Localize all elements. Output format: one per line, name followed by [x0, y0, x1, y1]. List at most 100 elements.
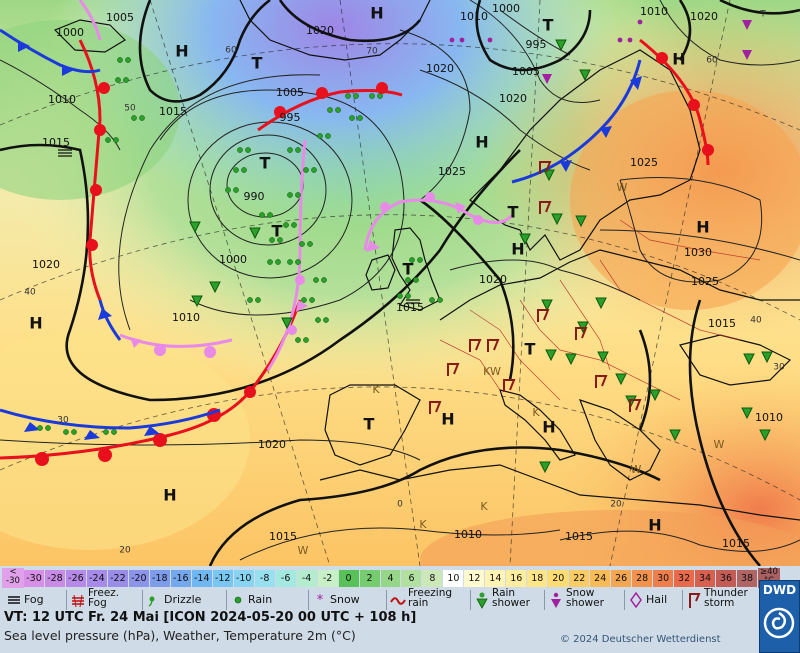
pressure-label: 1000 [219, 253, 247, 266]
scale-cell: 0 [338, 570, 359, 587]
pressure-center: T [508, 203, 519, 222]
occlusion-north [78, 0, 102, 41]
temperature-label: 70 [366, 47, 378, 57]
pressure-label: 1020 [258, 438, 286, 451]
iceland-coast [53, 19, 126, 53]
ireland-coast [365, 254, 396, 291]
scale-cell: 18 [527, 570, 548, 587]
weather-letter: K [372, 383, 380, 396]
weather-symbol-legend: Fog Freez. Fog Drizzle Rain * Snow Freezing ra… [0, 587, 800, 611]
legend-separator [66, 590, 67, 610]
pressure-center: H [370, 4, 383, 23]
pressure-center: H [696, 218, 709, 237]
pressure-label: 1010 [48, 93, 76, 106]
scale-cell: 22 [569, 570, 590, 587]
legend-panel: < -30 -30 -28 -26 -24 -22 -20 -18 -16 -14 -12 -10 -8… [0, 566, 800, 653]
legend-item-label: Fog [24, 593, 44, 606]
temperature-label: T [759, 10, 766, 20]
warm-front-west [78, 39, 102, 301]
cold-fronts [0, 28, 642, 430]
cold-front-scandinavia [511, 59, 642, 184]
pressure-label: 1000 [492, 2, 520, 15]
scale-cell: 26 [611, 570, 632, 587]
pressure-label: 1020 [479, 273, 507, 286]
pressure-label: 1010 [172, 311, 200, 324]
pressure-center: T [252, 54, 263, 73]
pressure-center: T [272, 222, 283, 241]
weather-letter: K [480, 500, 488, 513]
pressure-label: 1015 [722, 537, 750, 550]
valid-time: VT: 12 UTC Fr. 24 Mai [ICON 2024-05-20 0… [4, 610, 417, 625]
thunderstorm-symbols [429, 161, 642, 414]
scale-cell: -12 [212, 570, 233, 587]
copyright: © 2024 Deutscher Wetterdienst [560, 634, 721, 645]
legend-item-label: Rain shower [492, 587, 530, 609]
scale-cell: 32 [674, 570, 695, 587]
pressure-center: H [542, 418, 555, 437]
fog-symbols [58, 149, 420, 304]
legend-separator [308, 590, 309, 610]
cold-front-iceland [0, 28, 101, 74]
warm-front-semicircles [35, 52, 714, 466]
temperature-label: 20 [610, 500, 622, 510]
weather-letter: W [631, 463, 642, 476]
scale-cell: -2 [317, 570, 338, 587]
snow-shower-symbols [449, 19, 752, 84]
pressure-label: 1025 [438, 165, 466, 178]
cold-front-triangles [18, 40, 642, 440]
cold-front-atlantic [98, 299, 122, 341]
scale-cell: 2 [359, 570, 380, 587]
scale-cell: -8 [254, 570, 275, 587]
pressure-label: 1005 [512, 65, 540, 78]
dwd-swirl-icon [763, 607, 795, 639]
scale-cell: -4 [296, 570, 317, 587]
southwest-yellow [0, 330, 250, 550]
iberia-coast [324, 384, 421, 466]
pressure-center: T [364, 415, 375, 434]
occlusion-ireland [363, 198, 514, 251]
temperature-scale: < -30 -30 -28 -26 -24 -22 -20 -18 -16 -14 -12 -10 -8… [2, 568, 780, 588]
scale-cell: 20 [548, 570, 569, 587]
scale-cell: -22 [107, 570, 128, 587]
scale-cell: -24 [86, 570, 107, 587]
scale-cell: -18 [149, 570, 170, 587]
continent-coast [439, 249, 800, 321]
snow-shower-icon [548, 591, 564, 609]
pressure-label: 1000 [56, 26, 84, 39]
pressure-label: 1005 [276, 86, 304, 99]
pressure-center: H [672, 50, 685, 69]
rain-shower-symbols [189, 39, 773, 474]
pressure-center: H [475, 133, 488, 152]
temperature-label: 50 [124, 104, 136, 114]
legend-separator [470, 590, 471, 610]
pressure-label: 1015 [42, 136, 70, 149]
map-labels: 1005 1000 1010 1015 1020 1015 1020 1005 995 990 10… [24, 2, 785, 557]
pressure-label: 1010 [454, 528, 482, 541]
freezing-fog-icon [70, 591, 86, 609]
scale-cell: 10 [443, 570, 464, 587]
scandinavia-orange [570, 90, 800, 310]
occlusion-symbols [130, 192, 483, 358]
pressure-label: 1020 [426, 62, 454, 75]
british-isles-coast [391, 227, 441, 311]
north-africa-coast [319, 464, 800, 521]
legend-separator [386, 590, 387, 610]
pressure-label: 1015 [159, 105, 187, 118]
pressure-label: 1015 [708, 317, 736, 330]
pressure-label: 995 [280, 111, 301, 124]
weather-letter: W [298, 544, 309, 557]
africa-hot [420, 510, 800, 566]
scale-min-label: < -30 [2, 568, 24, 588]
rain-icon [230, 591, 246, 609]
svg-text:*: * [317, 593, 324, 608]
pressure-label: 990 [244, 190, 265, 203]
legend-item-label: Drizzle [164, 593, 202, 606]
scale-cell: 14 [485, 570, 506, 587]
legend-separator [142, 590, 143, 610]
legend-separator [226, 590, 227, 610]
legend-item-label: Rain [248, 593, 273, 606]
temperature-label: 30 [57, 416, 69, 426]
scale-cell: 8 [422, 570, 443, 587]
scale-cell: 38 [737, 570, 757, 587]
